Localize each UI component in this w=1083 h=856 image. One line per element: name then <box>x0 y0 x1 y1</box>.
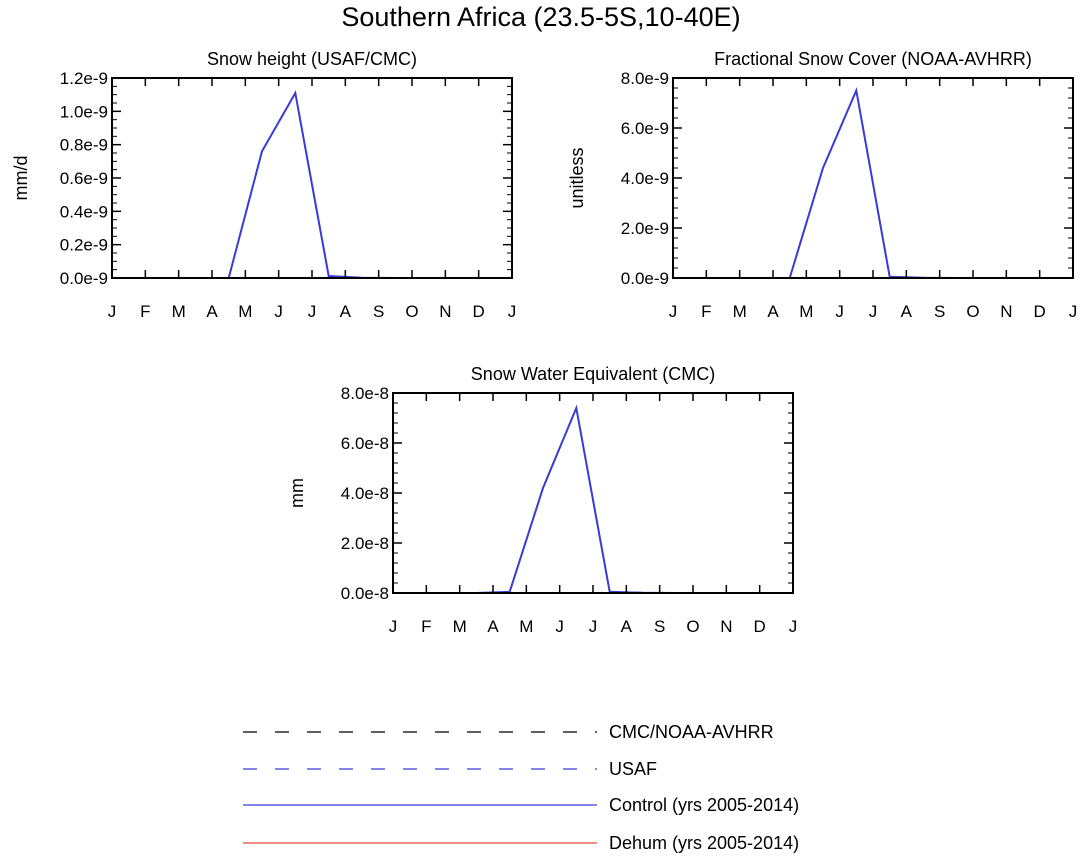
x-tick-label: A <box>340 302 352 321</box>
chart-panel-2: Fractional Snow Cover (NOAA-AVHRR) unitle… <box>567 49 1077 321</box>
y-tick-label: 4.0e-9 <box>621 169 669 188</box>
y-tick-label: 0.0e-9 <box>621 269 669 288</box>
x-tick-label: J <box>308 302 317 321</box>
legend-label-dehum: Dehum (yrs 2005-2014) <box>609 833 799 853</box>
y-tick-label: 0.6e-9 <box>60 169 108 188</box>
y-tick-label: 0.0e-9 <box>60 269 108 288</box>
legend-label-usaf: USAF <box>609 759 657 779</box>
x-tick-label: D <box>473 302 485 321</box>
x-tick-label: S <box>654 617 665 636</box>
x-tick-label: A <box>901 302 913 321</box>
x-tick-label: M <box>172 302 186 321</box>
x-tick-label: O <box>686 617 699 636</box>
legend-label-control: Control (yrs 2005-2014) <box>609 795 799 815</box>
plot-frame <box>111 77 513 279</box>
x-tick-label: J <box>274 302 283 321</box>
y-tick-label: 8.0e-9 <box>621 69 669 88</box>
x-tick-label: N <box>1000 302 1012 321</box>
figure-title: Southern Africa (23.5-5S,10-40E) <box>341 2 740 32</box>
x-tick-label: N <box>439 302 451 321</box>
y-tick-label: 0.0e-8 <box>341 584 389 603</box>
x-tick-label: J <box>389 617 398 636</box>
x-tick-label: S <box>934 302 945 321</box>
x-tick-label: M <box>733 302 747 321</box>
x-tick-label: J <box>1069 302 1078 321</box>
series-line-control <box>128 90 496 279</box>
y-axis-label: mm/d <box>11 156 31 201</box>
y-tick-label: 0.4e-9 <box>60 202 108 221</box>
legend-label-cmc_noaa: CMC/NOAA-AVHRR <box>609 722 774 742</box>
x-tick-label: J <box>669 302 678 321</box>
x-tick-label: J <box>835 302 844 321</box>
x-tick-label: M <box>799 302 813 321</box>
y-tick-label: 2.0e-8 <box>341 534 389 553</box>
chart-panel-1: Snow height (USAF/CMC)mm/dJ F M A M J J A S O N D J0… <box>11 49 516 321</box>
x-tick-label: F <box>701 302 711 321</box>
y-axis-label: unitless <box>567 147 587 208</box>
x-tick-label: O <box>966 302 979 321</box>
chart-title: Snow Water Equivalent (CMC) <box>471 364 715 384</box>
y-tick-label: 4.0e-8 <box>341 484 389 503</box>
x-tick-label: M <box>453 617 467 636</box>
x-tick-label: M <box>238 302 252 321</box>
x-tick-label: A <box>621 617 633 636</box>
x-tick-label: J <box>555 617 564 636</box>
y-tick-label: 1.2e-9 <box>60 69 108 88</box>
y-tick-label: 6.0e-8 <box>341 434 389 453</box>
chart-panels: Snow height (USAF/CMC)mm/dJ F M A M J J A S O N D J0… <box>11 49 1077 636</box>
x-tick-label: F <box>421 617 431 636</box>
series-line-control <box>689 87 1057 279</box>
x-tick-label: J <box>789 617 798 636</box>
x-tick-label: J <box>508 302 517 321</box>
x-tick-label: M <box>519 617 533 636</box>
x-tick-label: S <box>373 302 384 321</box>
x-tick-label: O <box>405 302 418 321</box>
x-tick-label: N <box>720 617 732 636</box>
x-tick-label: A <box>487 617 499 636</box>
x-tick-label: J <box>869 302 878 321</box>
y-axis-label: mm <box>287 478 307 508</box>
x-tick-label: J <box>108 302 117 321</box>
y-tick-label: 0.8e-9 <box>60 136 108 155</box>
chart-title: Snow height (USAF/CMC) <box>207 49 417 69</box>
x-tick-label: J <box>589 617 598 636</box>
y-tick-label: 8.0e-8 <box>341 384 389 403</box>
x-tick-label: A <box>206 302 218 321</box>
chart-title: Fractional Snow Cover (NOAA-AVHRR) <box>714 49 1032 69</box>
x-tick-label: D <box>754 617 766 636</box>
x-tick-label: A <box>767 302 779 321</box>
x-tick-label: F <box>140 302 150 321</box>
y-tick-label: 6.0e-9 <box>621 119 669 138</box>
series-line-control <box>409 404 777 594</box>
y-tick-label: 0.2e-9 <box>60 236 108 255</box>
x-tick-label: D <box>1034 302 1046 321</box>
y-tick-label: 1.0e-9 <box>60 102 108 121</box>
legend: CMC/NOAA-AVHRR USAF Control (yrs 2005-2014… <box>243 722 799 853</box>
y-tick-label: 2.0e-9 <box>621 219 669 238</box>
chart-panel-3: Snow Water Equivalent (CMC) mm J F M A M J J A S O N… <box>287 364 797 636</box>
plot-frame <box>392 392 794 594</box>
